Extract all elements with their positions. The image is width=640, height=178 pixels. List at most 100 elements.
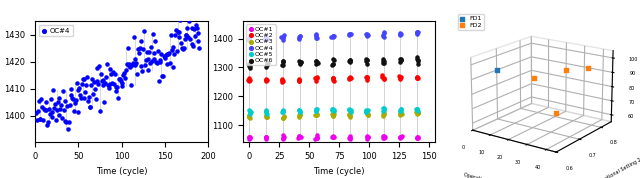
OC#1 [413, 136, 423, 138]
OC#4 [154, 80, 164, 83]
OC#1 [363, 136, 373, 139]
OC#4 [117, 84, 127, 87]
OC#5 [295, 111, 305, 113]
OC#2 [345, 76, 355, 79]
OC#4 [90, 87, 100, 90]
OC#3 [262, 115, 272, 118]
OC#1 [293, 136, 303, 139]
OC#4 [83, 100, 93, 102]
OC#4 [182, 27, 193, 30]
OC#5 [295, 110, 305, 113]
OC#6 [412, 58, 422, 61]
OC#4 [136, 65, 146, 68]
OC#4 [378, 33, 388, 36]
OC#4 [379, 31, 389, 34]
OC#3 [344, 113, 354, 116]
OC#4 [191, 26, 202, 29]
OC#5 [379, 108, 389, 111]
OC#2 [294, 80, 305, 83]
OC#4 [134, 47, 145, 50]
OC#4 [170, 33, 180, 36]
OC#4 [74, 111, 83, 114]
OC#4 [129, 64, 140, 67]
OC#1 [395, 136, 405, 139]
OC#3 [326, 112, 337, 115]
OC#5 [261, 111, 271, 113]
OC#1 [396, 136, 406, 139]
OC#3 [412, 111, 422, 114]
OC#2 [294, 79, 305, 82]
OC#4 [311, 36, 321, 39]
OC#4 [262, 38, 272, 40]
OC#4 [91, 98, 101, 100]
OC#4 [86, 84, 97, 87]
OC#6 [312, 62, 323, 65]
OC#5 [294, 108, 304, 111]
OC#3 [262, 116, 272, 119]
OC#3 [379, 113, 389, 116]
OC#4 [99, 79, 109, 82]
OC#2 [312, 77, 323, 79]
OC#2 [294, 79, 304, 82]
OC#6 [344, 61, 355, 63]
OC#2 [262, 78, 272, 81]
OC#6 [328, 63, 339, 66]
OC#4 [80, 90, 90, 93]
OC#4 [47, 110, 57, 113]
OC#3 [244, 116, 254, 119]
OC#6 [243, 63, 253, 66]
OC#4 [69, 110, 79, 113]
OC#4 [101, 75, 111, 78]
OC#4 [346, 32, 356, 35]
OC#5 [346, 111, 356, 114]
OC#4 [134, 51, 144, 54]
OC#4 [140, 64, 150, 67]
OC#2 [361, 76, 371, 79]
OC#4 [146, 45, 156, 48]
OC#3 [312, 113, 323, 116]
OC#1 [412, 136, 422, 139]
OC#5 [378, 109, 388, 112]
OC#5 [379, 107, 389, 109]
OC#4 [127, 63, 137, 66]
OC#3 [395, 112, 405, 114]
OC#4 [61, 121, 72, 124]
OC#1 [261, 136, 271, 139]
OC#4 [163, 53, 173, 55]
OC#5 [346, 108, 356, 111]
OC#4 [53, 114, 63, 117]
OC#4 [278, 36, 288, 39]
OC#4 [79, 97, 90, 100]
OC#1 [245, 136, 255, 139]
OC#4 [183, 35, 193, 38]
OC#4 [89, 81, 99, 83]
OC#4 [180, 38, 190, 41]
OC#5 [244, 110, 255, 113]
OC#5 [361, 111, 371, 113]
OC#1 [344, 137, 355, 140]
OC#4 [125, 66, 136, 69]
OC#4 [116, 80, 126, 83]
OC#3 [345, 114, 355, 117]
OC#4 [75, 94, 85, 97]
OC#6 [345, 60, 355, 63]
OC#6 [396, 59, 406, 62]
OC#3 [278, 117, 288, 120]
OC#4 [244, 39, 255, 42]
OC#2 [328, 77, 338, 80]
OC#4 [99, 101, 109, 104]
OC#4 [105, 67, 115, 70]
OC#4 [93, 83, 104, 86]
OC#3 [411, 110, 421, 113]
OC#2 [412, 76, 422, 79]
OC#3 [312, 114, 323, 117]
OC#4 [51, 118, 61, 121]
OC#4 [72, 82, 82, 84]
OC#1 [312, 136, 322, 139]
OC#1 [379, 135, 389, 138]
OC#4 [40, 109, 51, 111]
OC#3 [243, 116, 253, 118]
OC#6 [362, 59, 372, 61]
OC#6 [243, 62, 253, 65]
OC#4 [163, 63, 173, 66]
